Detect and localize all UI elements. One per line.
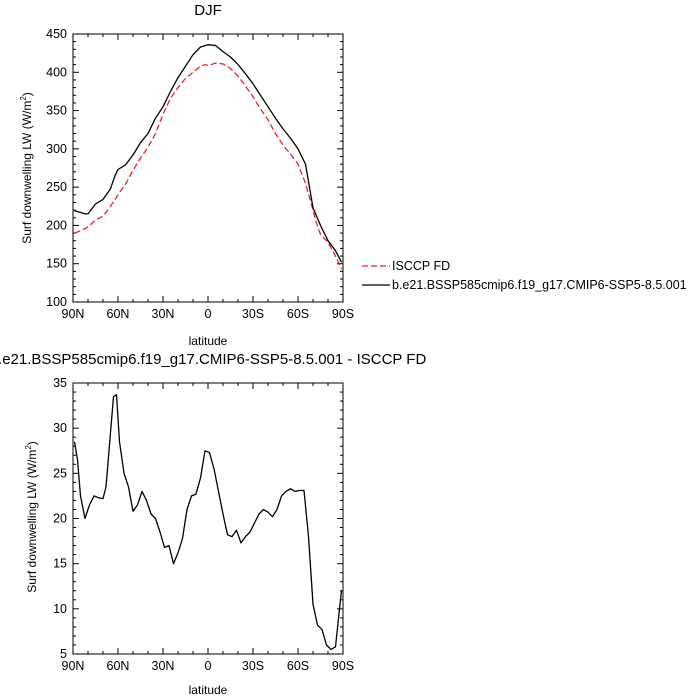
top-xtick-label: 60S [287, 307, 309, 321]
bottom-ytick-label: 35 [53, 376, 67, 390]
top-xtick-label: 0 [205, 307, 212, 321]
top-title: DJF [194, 2, 222, 19]
bottom-ylabel: Surf downwelling LW (W/m2) [24, 441, 39, 593]
bottom-ylabel-main: Surf downwelling LW (W/m [25, 450, 39, 593]
bottom-ytick-label: 25 [53, 466, 67, 480]
bottom-ytick-label: 10 [53, 602, 67, 616]
top-ylabel: Surf downwelling LW (W/m2) [19, 92, 34, 244]
bottom-xtick-label: 90N [62, 659, 85, 673]
bottom-ylabel-sup: 2 [24, 445, 33, 450]
plots-layer: 90N 60N 30N 0 30S 60S 90S100150200250300350400… [46, 27, 354, 673]
top-ytick-label: 150 [46, 257, 67, 271]
bottom-xlabel: latitude [189, 683, 228, 697]
top-xlabel: latitude [189, 334, 228, 348]
legend-label-model: b.e21.BSSP585cmip6.f19_g17.CMIP6-SSP5-8.… [392, 278, 687, 292]
bottom-ytick-label: 15 [53, 557, 67, 571]
bottom-ytick-label: 5 [60, 647, 67, 661]
top-ytick-label: 300 [46, 142, 67, 156]
top-xtick-label: 90N [62, 307, 85, 321]
bottom-xtick-label: 30N [152, 659, 175, 673]
top-ytick-label: 400 [46, 65, 67, 79]
top-xtick-label: 60N [107, 307, 130, 321]
top-ytick-label: 100 [46, 295, 67, 309]
top-ytick-label: 200 [46, 218, 67, 232]
bottom-xtick-label: 60N [107, 659, 130, 673]
top-xtick-label: 90S [332, 307, 354, 321]
top-ytick-label: 450 [46, 27, 67, 41]
top-xtick-label: 30N [152, 307, 175, 321]
bottom-ytick-label: 20 [53, 512, 67, 526]
model-line [74, 44, 343, 263]
top-ytick-label: 250 [46, 180, 67, 194]
bottom-ylabel-close: ) [25, 441, 39, 445]
top-ylabel-sup: 2 [19, 96, 28, 101]
bottom-plot-frame [72, 382, 344, 655]
legend: ISCCP FD b.e21.BSSP585cmip6.f19_g17.CMIP… [362, 259, 687, 292]
top-xtick-label: 30S [242, 307, 264, 321]
bottom-xtick-label: 60S [287, 659, 309, 673]
bottom-title: b.e21.BSSP585cmip6.f19_g17.CMIP6-SSP5-8.… [0, 351, 426, 368]
top-ylabel-close: ) [20, 92, 34, 96]
difference-line [73, 394, 343, 651]
top-plot-frame [72, 33, 344, 303]
bottom-ytick-label: 30 [53, 421, 67, 435]
top-ylabel-main: Surf downwelling LW (W/m [20, 101, 34, 244]
top-ytick-label: 350 [46, 104, 67, 118]
isccp-fd-line [74, 62, 343, 270]
bottom-xtick-label: 90S [332, 659, 354, 673]
legend-label-isccp: ISCCP FD [392, 259, 450, 273]
bottom-xtick-label: 0 [205, 659, 212, 673]
bottom-xtick-label: 30S [242, 659, 264, 673]
